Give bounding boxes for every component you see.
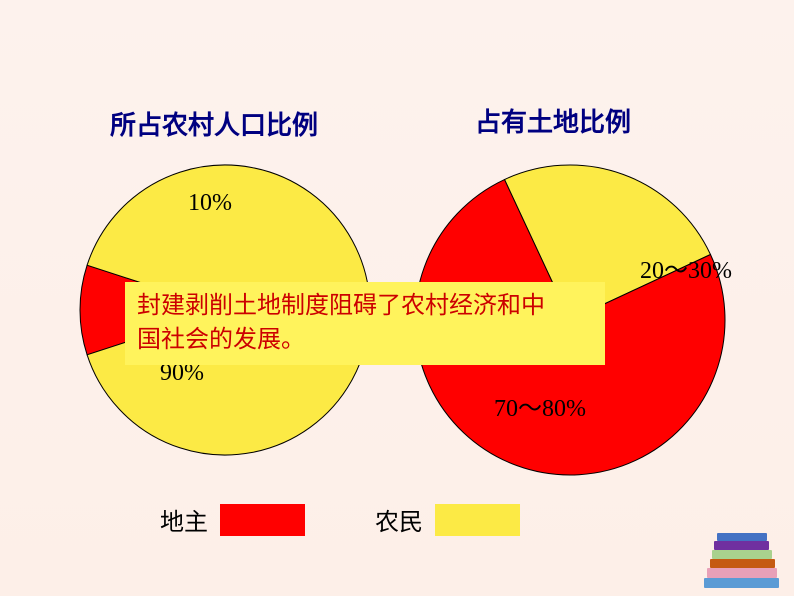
pie-right-label-0: 20～30% [640,250,732,285]
legend-swatch-1 [435,504,520,536]
legend-label-0: 地主 [160,502,208,537]
pie-right-label-1: 70～80% [494,388,586,423]
legend: 地主 农民 [160,502,520,537]
legend-item-1: 农民 [375,502,520,537]
annotation-line2: 国社会的发展。 [137,327,305,353]
pie-left-label-0: 10% [188,190,232,217]
legend-swatch-0 [220,504,305,536]
annotation-line1: 封建剥削土地制度阻碍了农村经济和中 [137,293,545,319]
legend-item-0: 地主 [160,502,305,537]
annotation-box: 封建剥削土地制度阻碍了农村经济和中 国社会的发展。 [125,282,605,365]
legend-label-1: 农民 [375,502,423,537]
books-decoration-icon [702,523,782,588]
